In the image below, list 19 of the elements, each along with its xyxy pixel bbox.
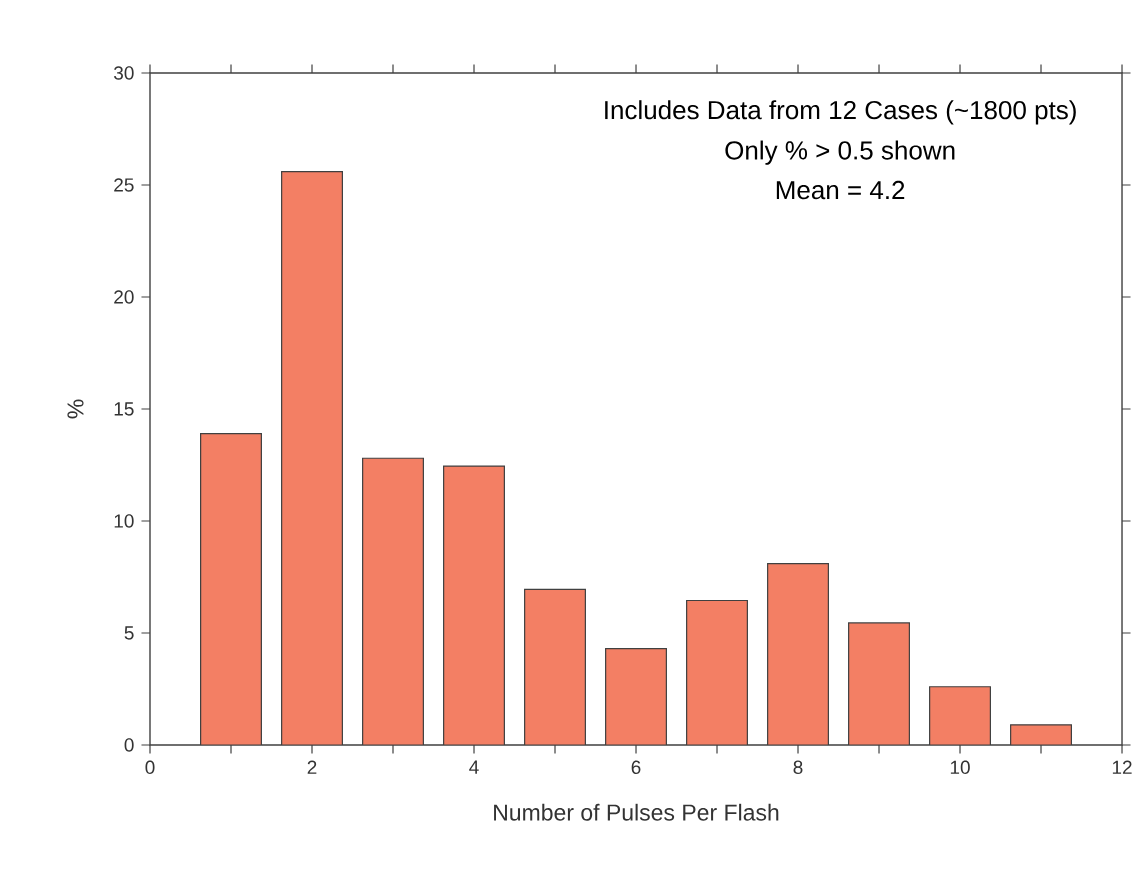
- y-tick-label: 15: [114, 402, 134, 416]
- x-tick-label: 2: [307, 760, 317, 774]
- x-axis-title: Number of Pulses Per Flash: [494, 803, 779, 821]
- y-tick-label: 5: [124, 626, 134, 640]
- y-tick-label: 20: [114, 290, 134, 304]
- annotation: Only % > 0.5 shown: [725, 140, 955, 165]
- annotation: Includes Data from 12 Cases (~1800 pts): [605, 100, 1076, 125]
- y-tick-label: 10: [114, 514, 134, 528]
- y-tick-label: 0: [124, 738, 134, 752]
- x-tick-label: 6: [631, 760, 641, 775]
- x-tick-label: 4: [469, 760, 479, 774]
- y-axis-title: %: [67, 399, 84, 419]
- x-tick-label: 8: [793, 760, 803, 775]
- annotation: Mean = 4.2: [776, 180, 905, 200]
- x-tick-label: 0: [145, 760, 155, 775]
- y-tick-label: 30: [113, 66, 134, 80]
- x-tick-label: 12: [1112, 760, 1132, 774]
- y-tick-label: 25: [114, 178, 134, 192]
- x-tick-label: 10: [950, 760, 970, 775]
